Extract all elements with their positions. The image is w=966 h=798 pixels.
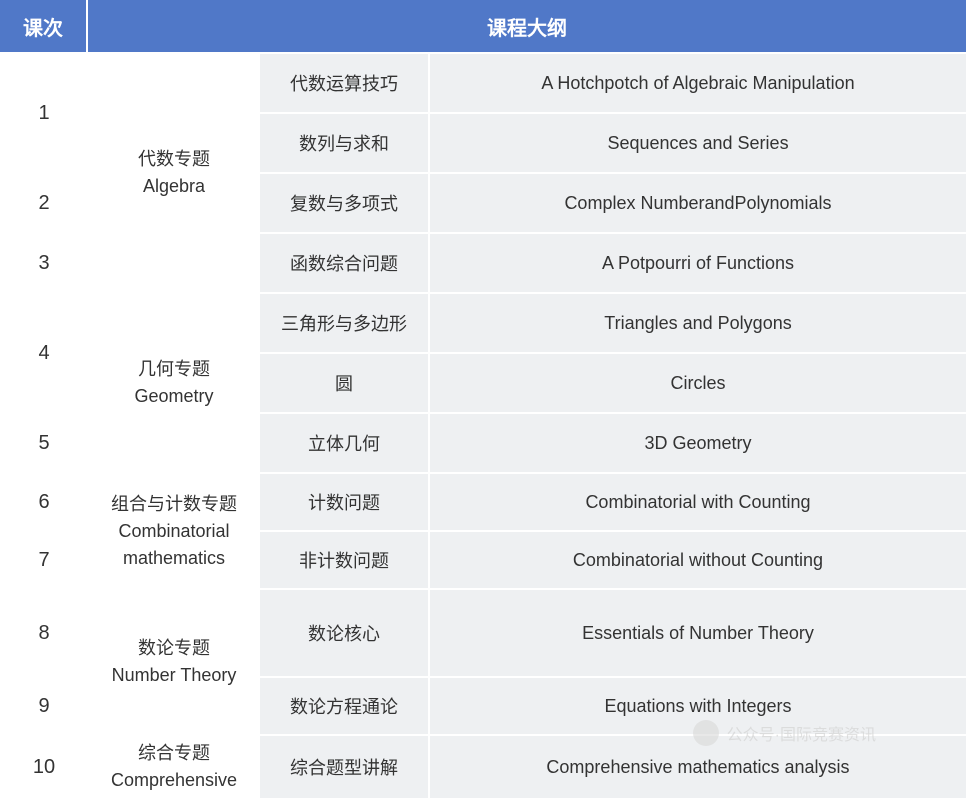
table-section: 10综合专题Comprehensive综合题型讲解Comprehensive m… xyxy=(0,734,966,798)
table-row: 圆Circles xyxy=(258,352,966,412)
topic-en: Triangles and Polygons xyxy=(428,294,966,352)
lesson-number: 1 xyxy=(0,52,88,172)
lesson-number: 8 xyxy=(0,588,88,676)
topic-en: Equations with Integers xyxy=(428,678,966,734)
category-cell: 代数专题Algebra xyxy=(88,52,258,292)
table-row: 立体几何3D Geometry xyxy=(258,412,966,472)
topic-cn: 立体几何 xyxy=(258,414,428,472)
lesson-column: 45 xyxy=(0,292,88,472)
table-row: 数论方程通论Equations with Integers xyxy=(258,676,966,734)
subrows-column: 代数运算技巧A Hotchpotch of Algebraic Manipula… xyxy=(258,52,966,292)
topic-cn: 三角形与多边形 xyxy=(258,294,428,352)
topic-en: Circles xyxy=(428,354,966,412)
table-row: 函数综合问题A Potpourri of Functions xyxy=(258,232,966,292)
topic-en: Sequences and Series xyxy=(428,114,966,172)
topic-cn: 函数综合问题 xyxy=(258,234,428,292)
category-cell: 综合专题Comprehensive xyxy=(88,734,258,798)
lesson-column: 89 xyxy=(0,588,88,734)
category-cell: 数论专题Number Theory xyxy=(88,588,258,734)
table-row: 数论核心Essentials of Number Theory xyxy=(258,588,966,676)
category-en: Geometry xyxy=(134,383,213,410)
table-section: 45几何专题Geometry三角形与多边形Triangles and Polyg… xyxy=(0,292,966,472)
topic-en: Complex NumberandPolynomials xyxy=(428,174,966,232)
lesson-number: 6 xyxy=(0,472,88,530)
topic-en: 3D Geometry xyxy=(428,414,966,472)
lesson-column: 10 xyxy=(0,734,88,798)
topic-en: Comprehensive mathematics analysis xyxy=(428,736,966,798)
topic-cn: 数列与求和 xyxy=(258,114,428,172)
category-en: Comprehensive xyxy=(111,767,237,794)
subrows-column: 计数问题Combinatorial with Counting非计数问题Comb… xyxy=(258,472,966,588)
category-cn: 几何专题 xyxy=(134,356,213,383)
topic-cn: 代数运算技巧 xyxy=(258,54,428,112)
topic-en: Combinatorial without Counting xyxy=(428,532,966,588)
table-row: 复数与多项式Complex NumberandPolynomials xyxy=(258,172,966,232)
table-row: 代数运算技巧A Hotchpotch of Algebraic Manipula… xyxy=(258,52,966,112)
lesson-number: 4 xyxy=(0,292,88,412)
topic-cn: 综合题型讲解 xyxy=(258,736,428,798)
category-cn: 代数专题 xyxy=(138,146,210,173)
category-cn: 数论专题 xyxy=(112,635,237,662)
category-cell: 组合与计数专题Combinatorial mathematics xyxy=(88,472,258,588)
table-section: 123代数专题Algebra代数运算技巧A Hotchpotch of Alge… xyxy=(0,52,966,292)
topic-en: Essentials of Number Theory xyxy=(428,590,966,676)
lesson-number: 2 xyxy=(0,172,88,232)
lesson-number: 3 xyxy=(0,232,88,292)
topic-en: A Hotchpotch of Algebraic Manipulation xyxy=(428,54,966,112)
subrows-column: 三角形与多边形Triangles and Polygons圆Circles立体几… xyxy=(258,292,966,472)
lesson-number: 5 xyxy=(0,412,88,472)
category-cn: 组合与计数专题 xyxy=(94,491,254,518)
category-cn: 综合专题 xyxy=(111,740,237,767)
header-outline: 课程大纲 xyxy=(88,0,966,52)
table-header-row: 课次 课程大纲 xyxy=(0,0,966,52)
category-en: Number Theory xyxy=(112,662,237,689)
lesson-number: 9 xyxy=(0,676,88,734)
table-row: 综合题型讲解Comprehensive mathematics analysis xyxy=(258,734,966,798)
topic-cn: 圆 xyxy=(258,354,428,412)
category-en: Combinatorial mathematics xyxy=(94,518,254,572)
topic-cn: 数论方程通论 xyxy=(258,678,428,734)
topic-en: A Potpourri of Functions xyxy=(428,234,966,292)
table-row: 非计数问题Combinatorial without Counting xyxy=(258,530,966,588)
topic-en: Combinatorial with Counting xyxy=(428,474,966,530)
topic-cn: 数论核心 xyxy=(258,590,428,676)
lesson-number: 7 xyxy=(0,530,88,588)
table-row: 数列与求和Sequences and Series xyxy=(258,112,966,172)
topic-cn: 计数问题 xyxy=(258,474,428,530)
header-lesson: 课次 xyxy=(0,0,88,52)
category-cell: 几何专题Geometry xyxy=(88,292,258,472)
table-section: 89数论专题Number Theory数论核心Essentials of Num… xyxy=(0,588,966,734)
category-en: Algebra xyxy=(138,173,210,200)
course-table: 课次 课程大纲 123代数专题Algebra代数运算技巧A Hotchpotch… xyxy=(0,0,966,798)
table-row: 三角形与多边形Triangles and Polygons xyxy=(258,292,966,352)
lesson-column: 123 xyxy=(0,52,88,292)
subrows-column: 数论核心Essentials of Number Theory数论方程通论Equ… xyxy=(258,588,966,734)
table-row: 计数问题Combinatorial with Counting xyxy=(258,472,966,530)
table-body: 123代数专题Algebra代数运算技巧A Hotchpotch of Alge… xyxy=(0,52,966,798)
table-section: 67组合与计数专题Combinatorial mathematics计数问题Co… xyxy=(0,472,966,588)
topic-cn: 非计数问题 xyxy=(258,532,428,588)
topic-cn: 复数与多项式 xyxy=(258,174,428,232)
lesson-column: 67 xyxy=(0,472,88,588)
lesson-number: 10 xyxy=(0,734,88,798)
subrows-column: 综合题型讲解Comprehensive mathematics analysis xyxy=(258,734,966,798)
